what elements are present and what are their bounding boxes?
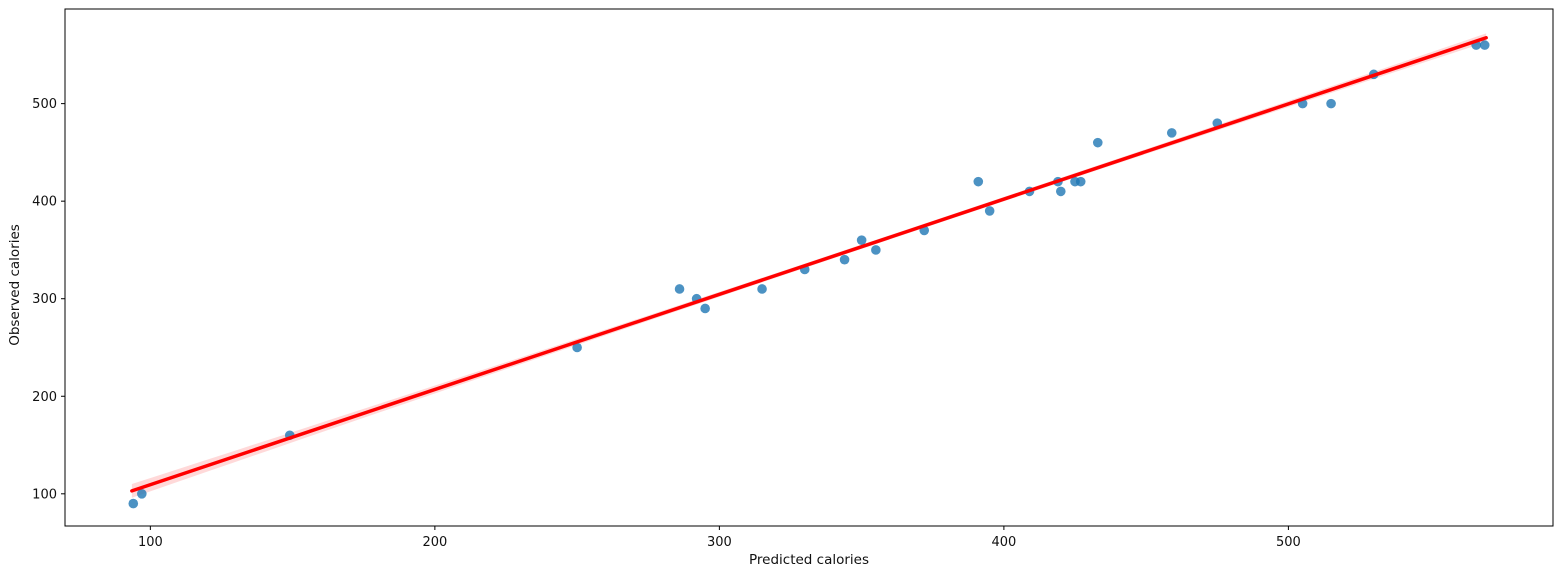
x-tick-label: 300 — [707, 535, 732, 550]
plot-area: 100 200 300 400 500 100 200 300 400 500 — [32, 8, 1554, 550]
data-point — [1092, 137, 1103, 148]
data-point — [871, 245, 881, 255]
y-tick-label: 100 — [32, 487, 57, 502]
data-point — [700, 303, 710, 314]
y-tick-label: 200 — [32, 390, 57, 405]
x-tick-label: 100 — [138, 535, 163, 550]
x-tick-label: 200 — [422, 535, 447, 550]
data-point — [984, 206, 995, 216]
data-point — [1326, 98, 1336, 109]
y-axis-label: Observed calories — [7, 224, 23, 346]
y-tick-label: 300 — [32, 292, 57, 307]
data-point — [674, 284, 685, 294]
x-axis-label: Predicted calories — [749, 552, 869, 568]
data-point — [1075, 176, 1086, 187]
data-point — [973, 176, 984, 187]
y-tick-label: 500 — [32, 97, 57, 112]
data-point — [1055, 186, 1066, 197]
data-point — [856, 235, 867, 245]
regression-line — [130, 36, 1488, 493]
data-point — [757, 284, 767, 294]
data-point — [839, 254, 850, 265]
x-tick-label: 500 — [1276, 535, 1301, 550]
data-point — [128, 498, 139, 509]
data-point — [1479, 40, 1490, 50]
y-tick-label: 400 — [32, 195, 57, 210]
x-tick-label: 400 — [991, 535, 1016, 550]
data-point — [137, 489, 147, 499]
data-point — [1166, 128, 1177, 138]
data-point — [572, 342, 582, 353]
